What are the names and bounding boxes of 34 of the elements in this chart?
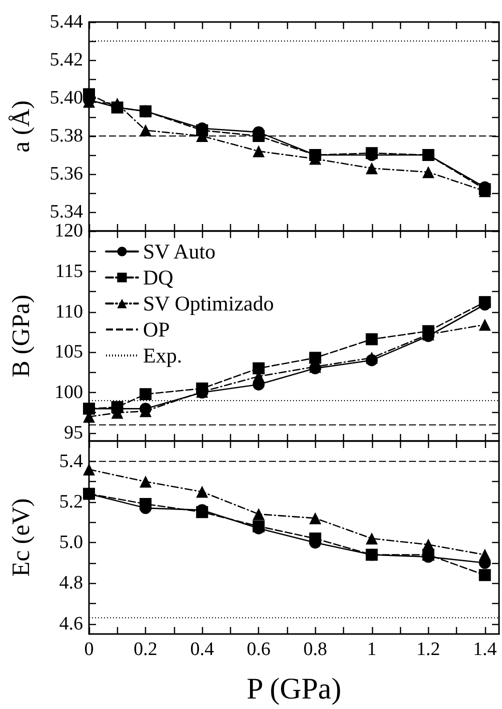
x-tick-label: 0 [84,639,94,660]
y-tick-label: 5.42 [50,50,83,70]
y-tick-label: 115 [55,260,83,282]
x-tick-label: 1 [367,639,377,660]
y-tick-label: 5.4 [59,450,84,472]
legend-label: OP [143,318,170,342]
x-tick-label: 0.2 [134,639,158,660]
y-tick-label: 110 [55,301,83,322]
y-axis-title: a (Å) [8,100,35,153]
x-axis-title: P (GPa) [246,672,342,706]
y-tick-label: 100 [54,382,83,404]
y-tick-label: 5.2 [59,491,83,512]
y-tick-label: 105 [54,342,83,363]
y-tick-label: 4.6 [59,613,83,634]
y-tick-label: 4.8 [59,572,83,594]
y-axis-title: B (GPa) [8,294,35,378]
y-tick-label: 5.44 [50,12,84,32]
y-axis-title: Ec (eV) [8,498,35,577]
x-tick-label: 0.4 [190,639,214,660]
y-tick-label: 5.40 [50,88,83,108]
y-tick-label: 5.0 [59,532,83,554]
legend-label: DQ [143,266,174,290]
x-tick-label: 0.6 [246,639,271,660]
legend-label: SV Optimizado [143,292,274,316]
x-tick-label: 0.8 [303,639,328,660]
y-tick-label: 95 [64,422,83,444]
y-tick-label: 5.34 [50,202,84,222]
y-tick-label: 5.38 [50,126,83,146]
legend-label: SV Auto [143,240,216,264]
legend-label: Exp. [143,344,182,368]
x-tick-label: 1.2 [416,639,440,660]
y-tick-label: 120 [54,220,83,242]
x-tick-label: 1.4 [472,639,498,660]
y-tick-label: 5.36 [50,164,83,184]
